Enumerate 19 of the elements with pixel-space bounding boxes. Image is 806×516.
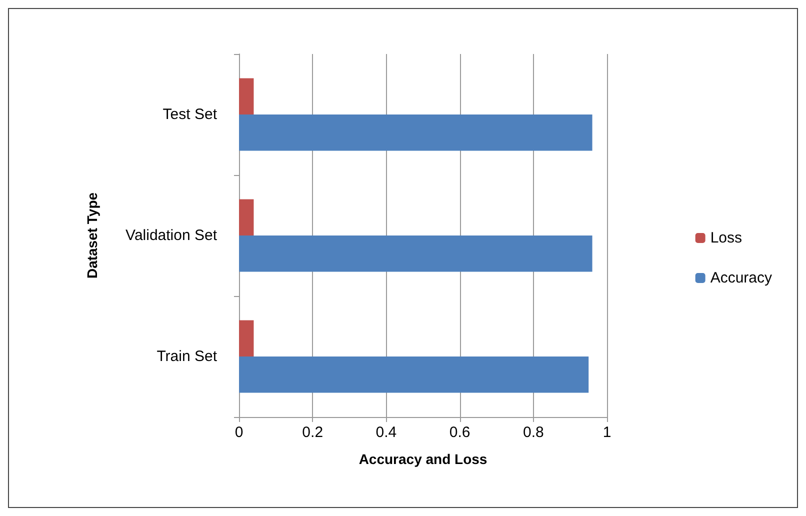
y-tick-label: Test Set (162, 106, 218, 123)
bar (239, 356, 589, 393)
legend-label: Loss (710, 230, 742, 246)
x-tick-label: 0.2 (302, 424, 324, 441)
y-tick-label: Train Set (156, 348, 218, 365)
x-tick-label: 0.4 (376, 424, 397, 441)
y-axis-title: Dataset Type (84, 192, 100, 279)
legend-label: Accuracy (710, 270, 772, 286)
bar (239, 199, 254, 236)
bar (239, 236, 592, 272)
x-tick-label: 0.8 (522, 424, 544, 441)
bar (239, 78, 254, 114)
bar (239, 114, 592, 151)
x-tick-label: 0 (234, 424, 244, 441)
x-axis-title: Accuracy and Loss (358, 451, 488, 467)
bar (239, 320, 254, 356)
x-tick-label: 0.6 (449, 424, 470, 441)
x-tick-label: 1 (602, 424, 612, 441)
y-tick-label: Validation Set (126, 227, 218, 244)
